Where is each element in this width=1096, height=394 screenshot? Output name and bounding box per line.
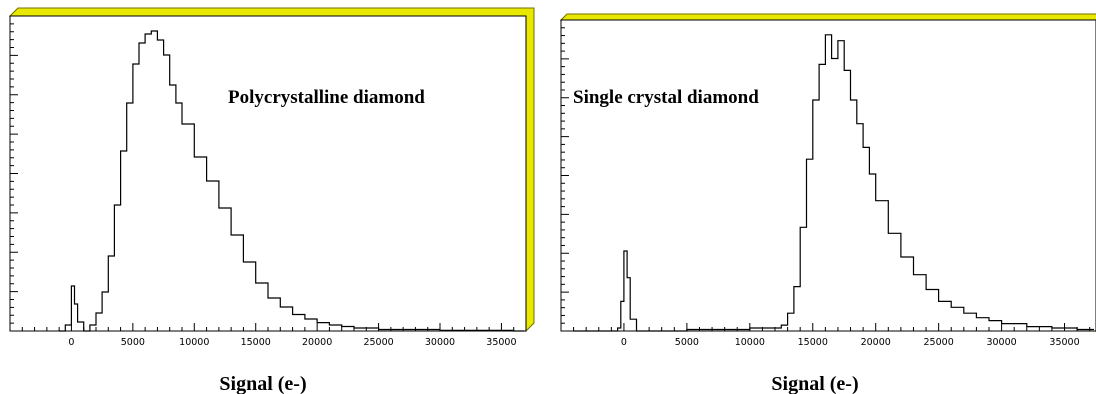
x-ticks: 0 5000 10000 15000 20000 25000 30000 35000 — [9, 323, 527, 348]
y-ticks — [561, 19, 569, 332]
x-tick-label: 25000 — [924, 337, 954, 348]
chart-title: Polycrystalline diamond — [228, 87, 425, 108]
x-tick-label: 15000 — [798, 337, 828, 348]
x-tick-label: 30000 — [986, 337, 1016, 348]
y-ticks — [10, 15, 18, 332]
histogram-line — [573, 34, 1094, 332]
x-axis-label: Signal (e-) — [771, 373, 858, 394]
x-tick-label: 20000 — [861, 337, 891, 348]
x-tick-label: 15000 — [241, 337, 271, 348]
x-tick-label: 30000 — [425, 337, 455, 348]
x-tick-label: 5000 — [121, 337, 145, 348]
polycrystalline-panel: 0 5000 10000 15000 20000 25000 30000 35000 Poly… — [8, 7, 535, 394]
x-tick-label: 10000 — [179, 337, 209, 348]
frame-shadow — [559, 13, 1096, 333]
x-tick-label: 5000 — [675, 337, 699, 348]
x-axis-label: Signal (e-) — [219, 373, 306, 394]
x-tick-label: 10000 — [735, 337, 765, 348]
x-tick-label: 25000 — [363, 337, 393, 348]
single-crystal-panel: 0 5000 10000 15000 20000 25000 30000 35000 Sing… — [559, 13, 1096, 394]
x-tick-label: 35000 — [486, 337, 516, 348]
plot-frame — [560, 19, 1096, 332]
chart-title: Single crystal diamond — [573, 87, 759, 108]
x-ticks: 0 5000 10000 15000 20000 25000 30000 35000 — [560, 323, 1091, 348]
x-tick-label: 0 — [621, 337, 627, 348]
x-tick-label: 35000 — [1049, 337, 1079, 348]
histogram-line — [59, 30, 524, 332]
x-tick-label: 0 — [68, 337, 74, 348]
x-tick-label: 20000 — [302, 337, 332, 348]
